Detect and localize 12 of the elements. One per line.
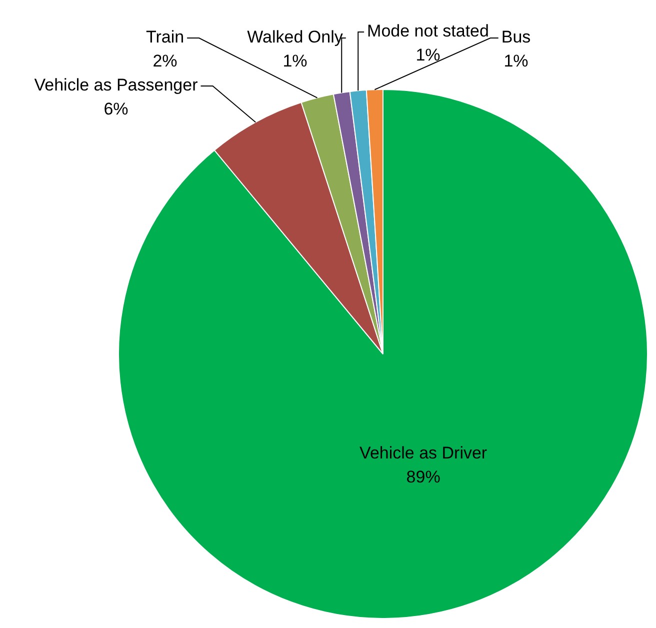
slice-label: Train [146,28,184,47]
data-label: 1% [416,46,440,65]
data-label: 1% [504,52,528,71]
data-label: 89% [406,468,440,487]
data-label: 2% [152,52,178,71]
data-label: 6% [104,100,128,119]
slice-label: Mode not stated [367,22,489,41]
data-label: 1% [282,52,308,71]
slice-label: Vehicle as Passenger [34,76,198,95]
slice-label: Walked Only [247,28,344,47]
slice-label: Vehicle as Driver [360,444,488,463]
slice-label: Bus [501,28,531,47]
